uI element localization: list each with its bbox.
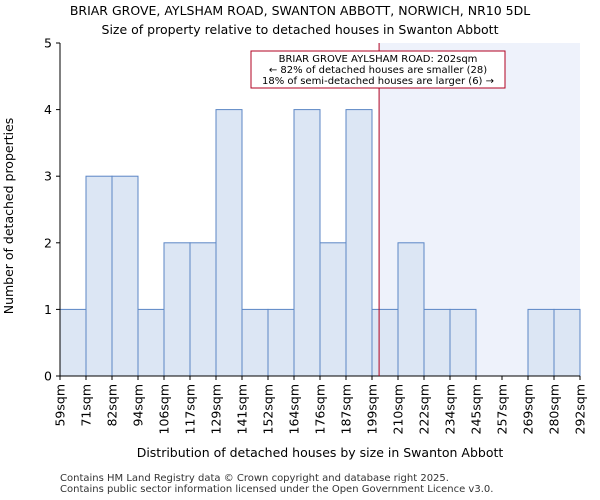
x-tick-label: 129sqm: [209, 384, 224, 434]
x-tick-label: 106sqm: [157, 384, 172, 434]
x-tick-label: 269sqm: [521, 384, 536, 434]
x-tick-label: 176sqm: [313, 384, 328, 434]
x-tick-label: 280sqm: [547, 384, 562, 434]
footer-line-2: Contains public sector information licen…: [60, 484, 494, 495]
histogram-bar: [215, 109, 243, 377]
y-tick-label: 2: [44, 235, 52, 250]
x-tick-label: 59sqm: [53, 384, 68, 427]
x-tick-label: 222sqm: [417, 384, 432, 434]
x-tick-label: 71sqm: [79, 384, 94, 427]
histogram-chart: 0 1 2 3 4 5 59sqm 71sqm 82sqm 94sqm 106sqm 117sqm 12…: [1, 36, 588, 461]
x-tick-label: 234sqm: [443, 384, 458, 434]
histogram-bar: [553, 308, 581, 377]
annotation-line-1: BRIAR GROVE AYLSHAM ROAD: 202sqm: [279, 54, 478, 65]
footer-line-1: Contains HM Land Registry data © Crown c…: [60, 473, 449, 484]
x-tick-label: 141sqm: [235, 384, 250, 434]
x-axis-label: Distribution of detached houses by size …: [137, 445, 504, 460]
title-line-1: BRIAR GROVE, AYLSHAM ROAD, SWANTON ABBOT…: [69, 3, 531, 18]
y-axis-label: Number of detached properties: [1, 118, 16, 315]
y-tick-label: 5: [44, 36, 52, 51]
histogram-bar: [163, 242, 191, 377]
histogram-bar: [371, 308, 399, 377]
chart-title: BRIAR GROVE, AYLSHAM ROAD, SWANTON ABBOT…: [0, 1, 600, 39]
histogram-bar: [111, 175, 139, 377]
x-tick-label: 199sqm: [365, 384, 380, 434]
histogram-bar: [293, 109, 321, 377]
annotation-line-3: 18% of semi-detached houses are larger (…: [262, 76, 494, 87]
x-tick-label: 292sqm: [573, 384, 588, 434]
x-tick-label: 257sqm: [495, 384, 510, 434]
title-line-2: Size of property relative to detached ho…: [101, 22, 499, 37]
x-tick-label: 94sqm: [131, 384, 146, 427]
histogram-bar: [85, 175, 113, 377]
x-tick-label: 210sqm: [391, 384, 406, 434]
x-tick-label: 164sqm: [287, 384, 302, 434]
histogram-bar: [423, 308, 451, 377]
x-tick-label: 117sqm: [183, 384, 198, 434]
y-tick-label: 1: [44, 302, 52, 317]
histogram-bar: [189, 242, 217, 377]
histogram-bar: [267, 308, 295, 377]
annotation-line-2: ← 82% of detached houses are smaller (28…: [269, 65, 487, 76]
x-tick-label: 152sqm: [261, 384, 276, 434]
annotation-box: [250, 50, 506, 89]
histogram-bar: [241, 308, 269, 377]
histogram-bar: [527, 308, 555, 377]
y-tick-label: 3: [44, 169, 52, 184]
histogram-bar: [59, 308, 87, 377]
x-tick-label: 245sqm: [469, 384, 484, 434]
x-tick-label: 82sqm: [105, 384, 120, 427]
histogram-bar: [397, 242, 425, 377]
attribution-footer: Contains HM Land Registry data © Crown c…: [60, 473, 493, 495]
histogram-bar: [137, 308, 165, 377]
y-tick-label: 4: [44, 102, 52, 117]
histogram-bar: [319, 242, 347, 377]
histogram-bar: [449, 308, 477, 377]
x-tick-label: 187sqm: [339, 384, 354, 434]
y-tick-label: 0: [44, 369, 52, 384]
histogram-bar: [345, 109, 373, 377]
